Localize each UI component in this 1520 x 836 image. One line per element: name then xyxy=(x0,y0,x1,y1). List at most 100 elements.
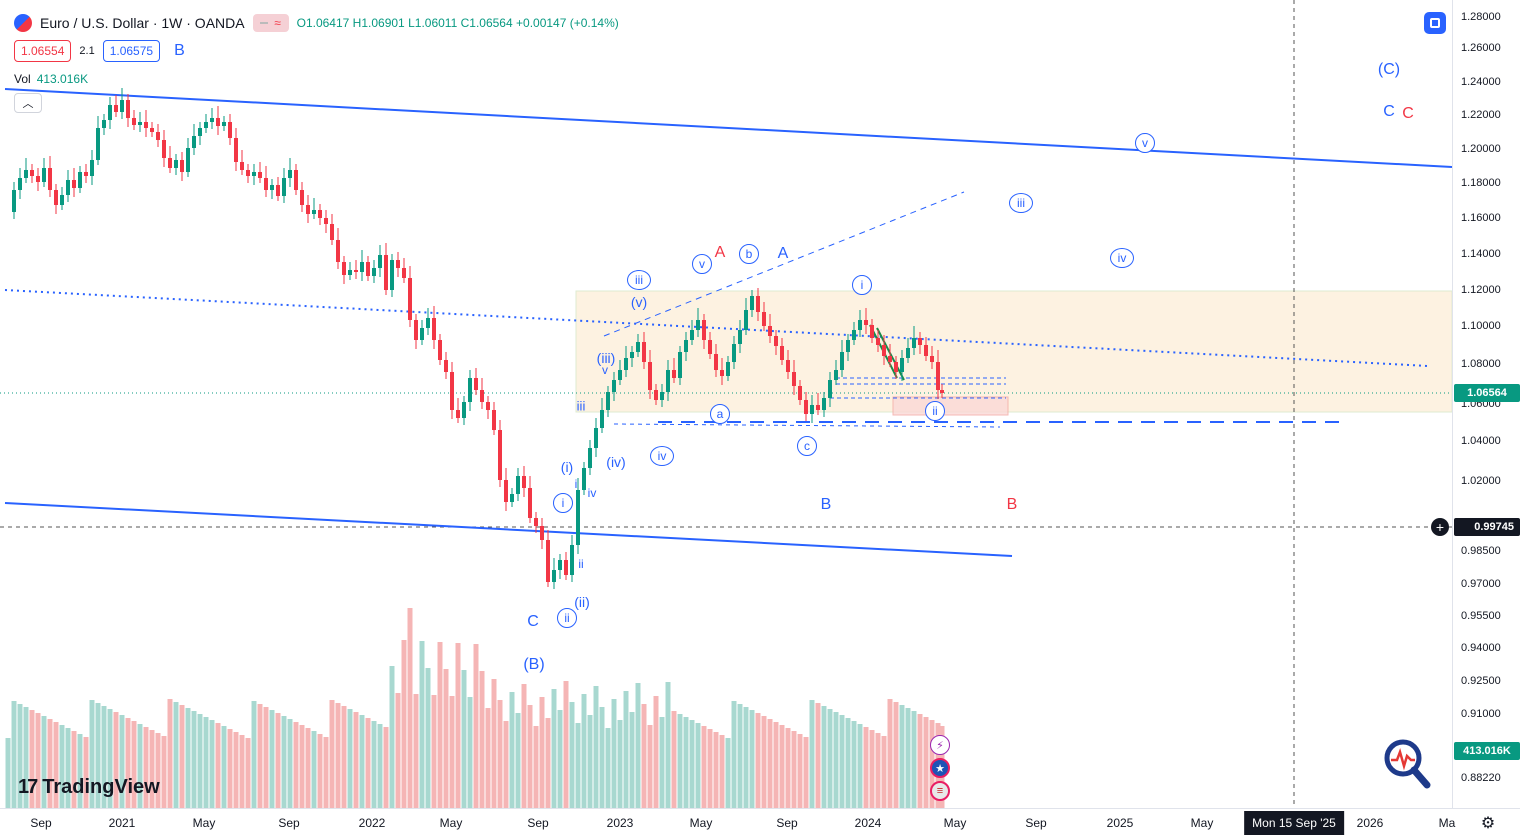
chart-area[interactable] xyxy=(0,0,1452,808)
logo-text: TradingView xyxy=(42,776,160,798)
candle-body xyxy=(816,405,820,410)
analysis-magnifier-icon[interactable] xyxy=(1383,738,1431,790)
volume-bar xyxy=(71,731,77,808)
volume-bar xyxy=(119,715,125,808)
candle-body xyxy=(156,132,160,140)
candle-body xyxy=(906,348,910,358)
candle-body xyxy=(516,476,520,494)
wave-label-i-circled: i xyxy=(553,493,573,513)
candle-body xyxy=(408,278,412,320)
volume-bar xyxy=(131,721,137,808)
low-value: 1.06011 xyxy=(414,16,458,30)
wave-label-C-red: C xyxy=(1402,105,1414,122)
candle-body xyxy=(684,340,688,352)
volume-bar xyxy=(101,706,107,808)
candle-body xyxy=(66,180,70,195)
time-tick: Sep xyxy=(1025,816,1047,830)
volume-bar xyxy=(227,729,233,808)
volume-bar xyxy=(11,701,17,808)
tradingview-logo[interactable]: 17 TradingView xyxy=(18,776,160,799)
volume-bar xyxy=(857,724,863,808)
volume-bar xyxy=(395,693,401,808)
screenshot-button[interactable] xyxy=(1424,12,1446,34)
candle-body xyxy=(402,268,406,278)
square-icon xyxy=(1430,18,1440,28)
candle-body xyxy=(600,410,604,428)
candle-body xyxy=(48,168,52,190)
volume-bar xyxy=(299,725,305,808)
candle-body xyxy=(882,345,886,356)
sell-price-button[interactable]: 1.06554 xyxy=(14,40,72,62)
volume-bar xyxy=(359,715,365,808)
candle-body xyxy=(186,148,190,172)
candle-body xyxy=(324,218,328,224)
indicator-toggle-button[interactable]: ≈ xyxy=(252,14,289,32)
eu-flag-icon[interactable]: ★ xyxy=(930,758,950,778)
candle-body xyxy=(750,296,754,310)
high-value: 1.06901 xyxy=(361,16,405,30)
symbol-title[interactable]: Euro / U.S. Dollar · 1W · OANDA xyxy=(40,15,245,31)
add-alert-plus-icon[interactable]: + xyxy=(1431,518,1449,536)
flash-icon[interactable]: ⚡ xyxy=(930,735,950,755)
candle-body xyxy=(252,172,256,176)
candle-body xyxy=(570,545,574,575)
candle-body xyxy=(360,262,364,272)
candle-body xyxy=(198,128,202,136)
candle-body xyxy=(822,398,826,410)
wave-label-a-circled: a xyxy=(710,404,730,424)
volume-bar xyxy=(923,717,929,808)
volume-bar xyxy=(695,723,701,808)
candle-body xyxy=(720,370,724,376)
candle-body xyxy=(90,160,94,176)
volume-bar xyxy=(233,732,239,808)
volume-bar xyxy=(215,723,221,808)
candle-body xyxy=(642,342,646,362)
candle-body xyxy=(42,168,46,182)
price-tick: 1.20000 xyxy=(1461,143,1501,155)
wave-label-B-paren: (B) xyxy=(523,656,545,673)
volume-bar xyxy=(773,722,779,808)
volume-bar xyxy=(317,734,323,808)
us-flag-icon[interactable]: ≡ xyxy=(930,781,950,801)
price-tick: 1.24000 xyxy=(1461,76,1501,88)
volume-bar xyxy=(647,725,653,808)
volume-bar xyxy=(623,691,629,808)
price-axis[interactable]: 1.28000 1.26000 1.24000 1.22000 1.20000 1.180… xyxy=(1452,0,1520,808)
time-tick: May xyxy=(439,816,463,830)
time-tick: 2021 xyxy=(108,816,136,830)
volume-bar xyxy=(413,694,419,808)
buy-price-button[interactable]: 1.06575 xyxy=(102,40,161,62)
time-tick: Sep xyxy=(30,816,52,830)
volume-bar xyxy=(587,715,593,808)
open-value: 1.06417 xyxy=(305,16,350,30)
wave-label-iv-plain: iv xyxy=(587,486,597,500)
wave-label-ii-circled: ii xyxy=(557,608,577,628)
volume-bar xyxy=(575,723,581,808)
candle-body xyxy=(864,320,868,325)
time-axis[interactable]: ⚙ Sep 2021 May Sep 2022 May Sep 2023 May Sep 2024 M… xyxy=(0,808,1520,836)
time-tick: Ma xyxy=(1438,816,1456,830)
candle-body xyxy=(702,320,706,340)
candle-body xyxy=(918,338,922,345)
volume-bar xyxy=(701,726,707,808)
chart-canvas[interactable] xyxy=(0,0,1452,808)
candle-body xyxy=(768,326,772,336)
candle-body xyxy=(558,560,562,570)
collapse-legend-button[interactable]: ︿ xyxy=(14,93,42,113)
volume-bar xyxy=(143,727,149,808)
candle-body xyxy=(438,340,442,360)
volume-bar xyxy=(311,731,317,808)
volume-bar xyxy=(641,704,647,808)
volume-bar xyxy=(809,700,815,808)
candle-body xyxy=(594,428,598,448)
gear-icon[interactable]: ⚙ xyxy=(1480,815,1496,832)
price-tick: 1.22000 xyxy=(1461,109,1501,121)
price-tick: 0.91000 xyxy=(1461,708,1501,720)
wave-label-iv-circled: iv xyxy=(1110,248,1134,268)
time-tick: May xyxy=(689,816,713,830)
volume-bar xyxy=(149,730,155,808)
volume-bar xyxy=(659,717,665,808)
candle-body xyxy=(264,178,268,190)
volume-bar xyxy=(239,735,245,808)
wave-label-C-bottom: C xyxy=(527,613,539,630)
